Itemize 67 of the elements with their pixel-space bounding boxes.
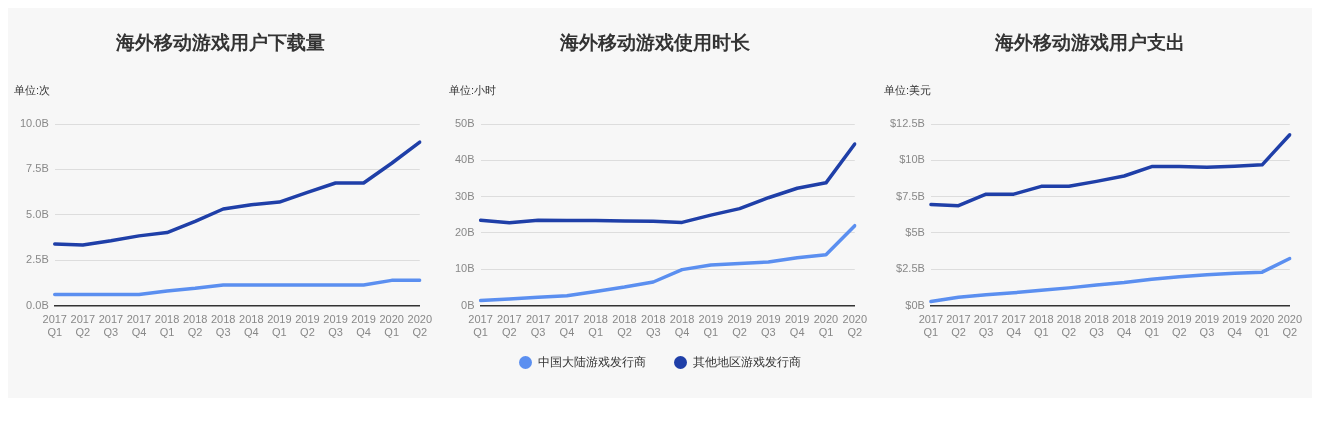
x-tick-label: 2019 Q3 xyxy=(1194,313,1219,339)
x-tick-label: 2017 Q4 xyxy=(127,313,152,339)
x-tick-label: 2017 Q1 xyxy=(468,313,493,339)
y-tick-label: $2.5B xyxy=(895,262,925,275)
y-tick-label: 7.5B xyxy=(26,162,50,175)
x-tick-label: 2018 Q4 xyxy=(669,313,695,339)
x-tick-label: 2018 Q2 xyxy=(612,313,637,339)
x-tick-label: 2019 Q4 xyxy=(351,313,377,339)
y-tick-label: 0.0B xyxy=(26,298,50,311)
y-tick-label: 40B xyxy=(454,153,475,166)
y-tick-label: $5B xyxy=(904,225,925,238)
y-axis-title: 单位:小时 xyxy=(448,84,497,97)
chart-title: 海外移动游戏用户支出 xyxy=(993,31,1185,53)
x-tick-label: 2017 Q3 xyxy=(973,313,998,339)
y-axis-title: 单位:美元 xyxy=(883,84,931,97)
x-tick-label: 2019 Q4 xyxy=(784,313,810,339)
x-tick-label: 2017 Q4 xyxy=(1001,313,1026,339)
y-tick-label: 10B xyxy=(454,262,475,275)
x-tick-label: 2018 Q2 xyxy=(183,313,208,339)
x-tick-label: 2017 Q2 xyxy=(945,313,971,339)
y-tick-label: 0B xyxy=(461,298,475,311)
x-tick-label: 2019 Q3 xyxy=(756,313,781,339)
y-tick-label: 30B xyxy=(454,189,475,202)
x-tick-label: 2020 Q2 xyxy=(407,313,433,339)
chart-title: 海外移动游戏用户下载量 xyxy=(114,31,325,53)
y-tick-label: 20B xyxy=(454,225,475,238)
x-tick-label: 2020 Q2 xyxy=(1277,313,1302,339)
x-tick-label: 2020 Q1 xyxy=(379,313,405,339)
x-tick-label: 2018 Q3 xyxy=(641,313,666,339)
x-tick-label: 2018 Q1 xyxy=(155,313,180,339)
x-tick-label: 2018 Q3 xyxy=(1083,313,1109,339)
x-tick-label: 2017 Q1 xyxy=(42,313,68,339)
x-tick-label: 2019 Q1 xyxy=(1139,313,1164,339)
y-tick-label: $0B xyxy=(904,298,925,311)
x-tick-label: 2017 Q3 xyxy=(98,313,124,339)
x-tick-label: 2018 Q3 xyxy=(211,313,236,339)
x-tick-label: 2020 Q1 xyxy=(1249,313,1275,339)
x-tick-label: 2018 Q4 xyxy=(239,313,264,339)
x-tick-label: 2017 Q3 xyxy=(525,313,551,339)
x-tick-label: 2017 Q2 xyxy=(497,313,522,339)
y-tick-label: 5.0B xyxy=(26,207,50,220)
x-tick-label: 2018 Q1 xyxy=(1028,313,1054,339)
x-tick-label: 2019 Q2 xyxy=(727,313,752,339)
chart-title: 海外移动游戏使用时长 xyxy=(558,31,751,53)
y-tick-label: $10B xyxy=(898,153,925,166)
x-tick-label: 2018 Q2 xyxy=(1056,313,1081,339)
x-tick-label: 2019 Q1 xyxy=(698,313,724,339)
y-tick-label: $7.5B xyxy=(895,189,925,202)
y-tick-label: 10.0B xyxy=(20,117,50,130)
legend-label: 中国大陆游戏发行商 xyxy=(538,354,646,371)
y-tick-label: $12.5B xyxy=(889,117,925,130)
x-tick-label: 2018 Q4 xyxy=(1111,313,1136,339)
legend-label: 其他地区游戏发行商 xyxy=(693,354,801,371)
x-tick-label: 2017 Q4 xyxy=(554,313,580,339)
x-tick-label: 2019 Q4 xyxy=(1221,313,1247,339)
x-tick-label: 2019 Q1 xyxy=(267,313,292,339)
y-tick-label: 2.5B xyxy=(26,253,50,266)
x-tick-label: 2019 Q2 xyxy=(1166,313,1192,339)
x-tick-label: 2017 Q1 xyxy=(918,313,943,339)
y-axis-title: 单位:次 xyxy=(14,84,51,97)
x-tick-label: 2017 Q2 xyxy=(70,313,96,339)
y-tick-label: 50B xyxy=(454,117,475,130)
x-tick-label: 2020 Q1 xyxy=(813,313,839,339)
x-tick-label: 2020 Q2 xyxy=(842,313,867,339)
x-tick-label: 2019 Q2 xyxy=(295,313,321,339)
x-tick-label: 2019 Q3 xyxy=(323,313,349,339)
x-tick-label: 2018 Q1 xyxy=(583,313,608,339)
